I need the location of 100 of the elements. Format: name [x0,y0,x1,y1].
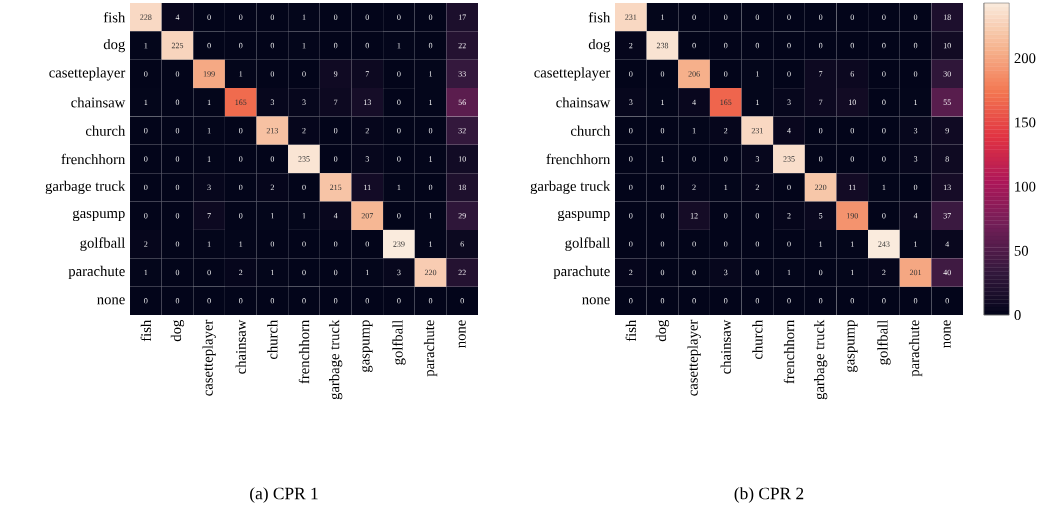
data-label: 0 [818,127,823,134]
data-label: 0 [333,14,338,20]
data-label: 2 [302,127,306,134]
data-label: 0 [882,213,886,219]
data-label: 0 [913,42,918,49]
y-tick-label: garbage truck [530,180,611,195]
data-label: 0 [397,71,401,77]
data-label: 1 [302,213,306,219]
data-label: 0 [755,14,760,20]
data-label: 4 [913,213,918,219]
data-label: 0 [724,71,728,77]
data-label: 0 [787,71,791,77]
data-label: 3 [913,156,918,162]
data-label: 0 [818,269,823,276]
data-label: 4 [333,213,338,219]
data-label: 22 [458,269,466,276]
data-label: 0 [270,14,275,20]
data-label: 2 [787,213,791,219]
data-label: 0 [397,156,401,162]
y-tick-label: none [582,297,610,305]
data-label: 0 [660,213,665,219]
data-label: 56 [458,99,466,105]
data-label: 1 [302,42,306,49]
data-label: 0 [882,14,886,20]
data-label: 0 [787,184,791,191]
data-label: 0 [144,156,148,162]
data-label: 13 [943,184,951,191]
data-label: 0 [333,127,338,134]
data-label: 0 [787,14,791,20]
data-label: 0 [302,269,306,276]
data-label: 1 [397,42,401,49]
data-label: 1 [429,156,433,162]
data-label: 0 [397,213,401,219]
x-tick-label: garbage truck [813,319,828,400]
x-tick-label: parachute [908,320,923,377]
data-label: 0 [724,42,728,49]
data-label: 0 [144,213,148,219]
data-label: 0 [270,241,275,247]
data-label: 1 [850,269,854,276]
data-label: 40 [943,269,951,276]
y-tick-label: parachute [68,265,125,280]
data-label: 0 [787,298,791,304]
data-label: 33 [458,71,466,77]
data-label: 0 [629,213,633,219]
data-label: 0 [913,71,918,77]
data-label: 1 [207,127,211,134]
data-label: 6 [850,71,855,77]
data-label: 4 [692,99,696,105]
x-tick-label: garbage truck [328,319,343,400]
color-bar-label: 150 [1015,117,1036,128]
data-label: 2 [755,184,759,191]
data-label: 0 [755,241,760,247]
data-label: 10 [458,156,466,162]
data-label: 0 [175,269,180,276]
data-label: 0 [755,269,760,276]
data-label: 3 [755,156,760,162]
y-tick-label: frenchhorn [546,153,611,165]
data-label: 0 [302,241,306,247]
data-label: 201 [909,269,922,276]
data-label: 0 [850,127,854,134]
data-label: 0 [333,42,338,49]
data-label: 0 [692,269,696,276]
data-label: 0 [724,213,728,219]
data-label: 2 [692,184,696,191]
data-label: 0 [850,42,854,49]
data-label: 1 [661,156,664,162]
data-label: 22 [458,42,466,49]
data-label: 0 [629,127,633,134]
data-label: 0 [175,156,180,162]
data-label: 2 [270,184,274,191]
data-label: 3 [207,184,211,191]
data-label: 3 [270,99,275,105]
x-tick-label: casetteplayer [202,319,216,396]
data-label: 0 [302,184,306,191]
data-label: 0 [144,184,148,191]
data-label: 215 [330,184,342,191]
y-tick-label: church [85,125,126,136]
data-label: 0 [239,184,243,191]
data-label: 0 [239,156,243,162]
text: (b) CPR 2 [734,487,804,503]
data-label: 1 [724,184,728,191]
data-label: 0 [333,298,338,304]
y-tick-label: gaspump [557,210,610,222]
data-label: 0 [175,241,180,247]
data-label: 0 [428,42,433,49]
data-label: 10 [848,99,856,105]
data-label: 5 [819,213,823,219]
data-label: 1 [756,71,759,77]
data-label: 0 [913,298,918,304]
y-tick-label: gaspump [72,210,125,222]
data-label: 1 [850,241,854,247]
data-label: 4 [945,241,950,247]
data-label: 6 [460,241,464,247]
data-label: 235 [298,156,310,162]
data-label: 0 [692,298,696,304]
data-label: 11 [849,184,856,191]
data-label: 0 [239,298,243,304]
y-tick-label: fish [103,11,126,23]
data-label: 0 [302,71,306,77]
data-label: 1 [207,156,211,162]
